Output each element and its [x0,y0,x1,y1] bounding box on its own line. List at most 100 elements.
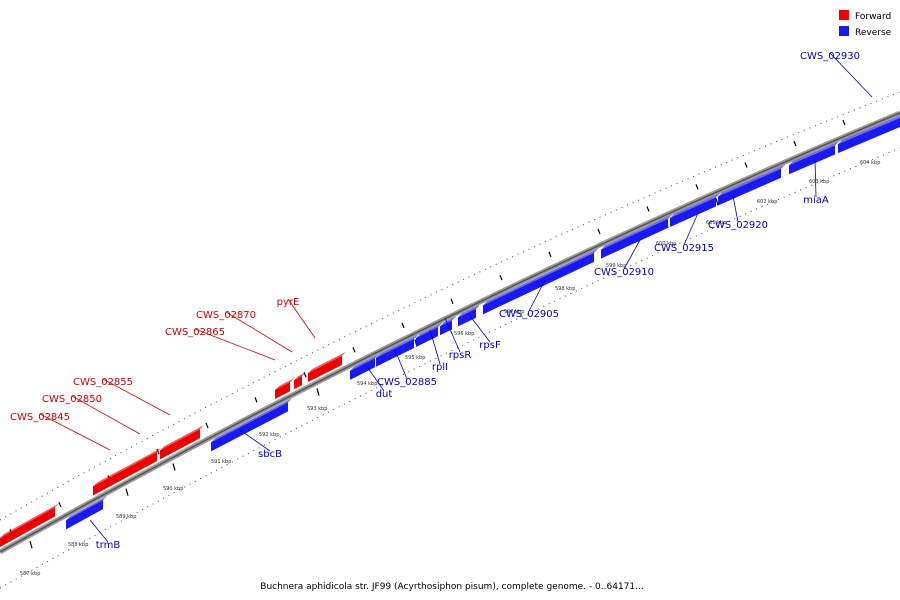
tick-mark [646,206,650,212]
gene-block-top [211,398,292,443]
gene-block-top [350,354,379,371]
gene-leader-line [732,195,739,223]
gene-label-cws-02920[interactable]: CWS_02920 [708,220,768,231]
tick-mark [172,463,176,471]
gene-label-cws-02855[interactable]: CWS_02855 [73,377,133,388]
tick-label: 597 kbp [504,309,524,315]
tick-label: 598 kbp [555,286,575,292]
tick-mark [450,298,454,305]
gene-label-miaa[interactable]: miaA [803,195,829,206]
tick-label: 590 kbp [163,486,183,492]
gene-block-cws-02920[interactable] [718,168,781,206]
tick-mark [156,448,160,455]
tick-label: 601 kbp [706,220,726,226]
gene-block-top [0,503,59,538]
gene-block-dut[interactable] [350,358,375,380]
gene-label-cws-02865[interactable]: CWS_02865 [165,327,225,338]
gene-leader-line [102,378,171,416]
tick-label: 603 kbp [809,179,829,185]
gene-block-trmb[interactable] [66,500,103,530]
gene-block-top [66,496,107,521]
tick-mark [548,251,552,258]
gene-block-top [483,248,598,306]
legend-reverse-swatch [839,26,849,36]
gene-leader-line [367,367,385,392]
gene-leader-line [287,298,316,339]
gene-block-top [440,316,456,327]
gene-block-pyre[interactable] [308,355,342,383]
gene-layer [0,115,900,547]
gene-label-trmb[interactable]: trmB [96,540,121,551]
gene-leader-line [444,317,461,353]
gene-label-sbcb[interactable]: sbcB [258,449,282,460]
gene-label-cws-02850[interactable]: CWS_02850 [42,394,102,405]
gene-block-top [670,193,720,219]
tick-mark [793,140,797,147]
tick-mark [316,388,320,396]
gene-label-cws-02845[interactable]: CWS_02845 [10,412,70,423]
gene-leader-line [394,349,408,380]
tick-mark [715,198,719,206]
gene-block-top [308,351,346,374]
gene-label-cws-02870[interactable]: CWS_02870 [196,310,256,321]
gene-block-cws-02905[interactable] [483,252,594,315]
tick-label: 600 kbp [656,241,676,247]
genome-caption: Buchnera aphidicola str. JF99 (Acyrthosi… [260,582,643,592]
gene-block-top [160,425,204,451]
gene-block-sbcb[interactable] [211,402,288,452]
gene-label-cws-02930[interactable]: CWS_02930 [800,51,860,62]
gene-block-rpli[interactable] [416,327,438,347]
legend: Forward Reverse [839,10,892,38]
tick-mark [58,501,62,508]
tick-mark [125,488,129,496]
gene-label-layer: CWS_02845 CWS_02850 CWS_02855 CWS_02865 CWS_… [10,51,873,551]
tick-label: 602 kbp [757,199,777,205]
gene-block-top [789,141,839,166]
gene-label-cws-02910[interactable]: CWS_02910 [594,267,654,278]
tick-mark [401,322,405,329]
tick-label: 588 kbp [68,542,88,548]
gene-label-pyre[interactable]: pyrE [277,297,300,308]
tick-mark [352,347,356,353]
gene-label-rpsr[interactable]: rpsR [449,350,472,361]
gene-label-cws-02905[interactable]: CWS_02905 [499,309,559,320]
gene-block-cws-02870[interactable] [294,376,302,390]
gene-block-miaa[interactable] [789,145,835,175]
tick-label: 592 kbp [259,432,279,438]
gene-label-dut[interactable]: dut [376,389,393,400]
gene-block-top [458,304,480,318]
gene-block-cws-02915[interactable] [670,197,716,228]
gene-leader-line [814,159,817,198]
gene-block-cws-02930[interactable] [838,118,900,154]
gene-block-cws-02850[interactable] [93,451,157,496]
tick-mark [29,541,33,549]
tick-mark [744,162,748,168]
gene-block-cws-02910[interactable] [601,218,668,259]
gene-block-cws-02865[interactable] [275,382,290,400]
tick-mark [254,397,258,403]
gene-block-rpsr[interactable] [440,320,452,336]
gene-label-cws-02915[interactable]: CWS_02915 [654,243,714,254]
gene-block-top [718,164,785,197]
gene-block-rpsf[interactable] [458,308,476,327]
gene-leader-line [469,315,491,343]
tick-label: 591 kbp [211,459,231,465]
tick-label: 594 kbp [357,381,377,387]
gene-leader-line [71,395,141,435]
tick-label: 604 kbp [860,160,880,166]
gene-block-cws-02855[interactable] [160,429,200,460]
gene-block-cws-02885[interactable] [376,338,414,367]
legend-reverse-label: Reverse [855,28,892,38]
tick-label: 599 kbp [606,263,626,269]
gene-leader-line [89,519,109,543]
gene-label-rpsf[interactable]: rpsF [479,340,501,351]
gene-block-top [416,323,442,338]
gene-leader-line [429,329,441,365]
tick-label: 593 kbp [307,406,327,412]
gene-label-rpli[interactable]: rplI [432,362,448,373]
gene-block-top [601,214,672,250]
gene-block-cws-02845[interactable] [0,507,55,547]
gene-label-cws-02885[interactable]: CWS_02885 [377,377,437,388]
